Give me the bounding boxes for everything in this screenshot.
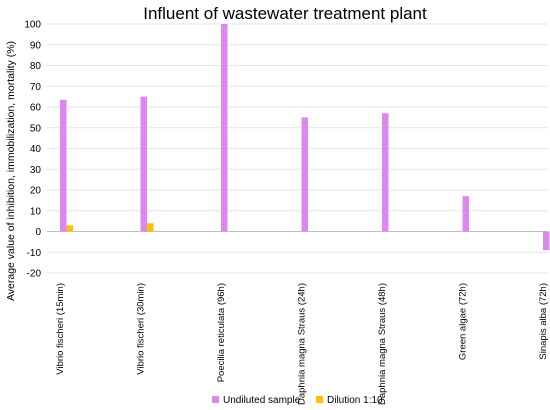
chart-title: Influent of wastewater treatment plant [143,4,427,23]
y-axis-label: Average value of inhibition, immobilizat… [5,41,17,301]
bars [60,24,550,251]
category-label: Green algae (72h) [458,283,469,360]
y-tick-label: 40 [30,144,42,155]
y-tick-label: -20 [27,269,42,280]
y-tick-label: -10 [27,248,42,259]
category-label: Vibrio fischeri (30min) [136,283,147,375]
category-label: Daphnia magna Straus (24h) [297,283,308,405]
y-axis-ticks: -20 -10 0 10 20 30 40 50 60 70 80 90 100 [24,20,41,280]
category-label: Vibrio fischeri (15min) [55,283,66,375]
y-tick-label: 70 [30,82,42,93]
category-label: Poecilia reticulata (96h) [216,283,227,382]
y-tick-label: 30 [30,165,42,176]
grid-lines [47,23,548,274]
bar-undiluted-6 [543,231,550,251]
bar-dilution-0 [66,225,73,232]
bar-undiluted-3 [301,117,308,232]
bar-dilution-1 [147,223,154,232]
y-tick-label: 60 [30,103,42,114]
bar-undiluted-2 [221,24,228,232]
legend: Undiluted sample Dilution 1:10 [212,395,383,406]
bar-undiluted-5 [462,196,469,232]
legend-swatch [212,396,219,403]
y-tick-label: 10 [30,206,42,217]
y-tick-label: 100 [24,20,41,31]
category-label: Sinapis alba (72h) [538,283,549,360]
bar-undiluted-4 [382,113,389,232]
legend-swatch [316,396,323,403]
y-tick-label: 90 [30,40,42,51]
legend-label: Dilution 1:10 [327,395,383,406]
legend-label: Undiluted sample [223,395,301,406]
bar-undiluted-0 [60,99,67,232]
category-labels: Vibrio fischeri (15min) Vibrio fischeri (… [55,283,549,405]
y-tick-label: 80 [30,61,42,72]
y-tick-label: 20 [30,186,42,197]
category-label: Daphnia magna Straus (48h) [377,283,388,405]
y-tick-label: 0 [35,227,41,238]
bar-undiluted-1 [140,96,147,232]
y-tick-label: 50 [30,123,42,134]
